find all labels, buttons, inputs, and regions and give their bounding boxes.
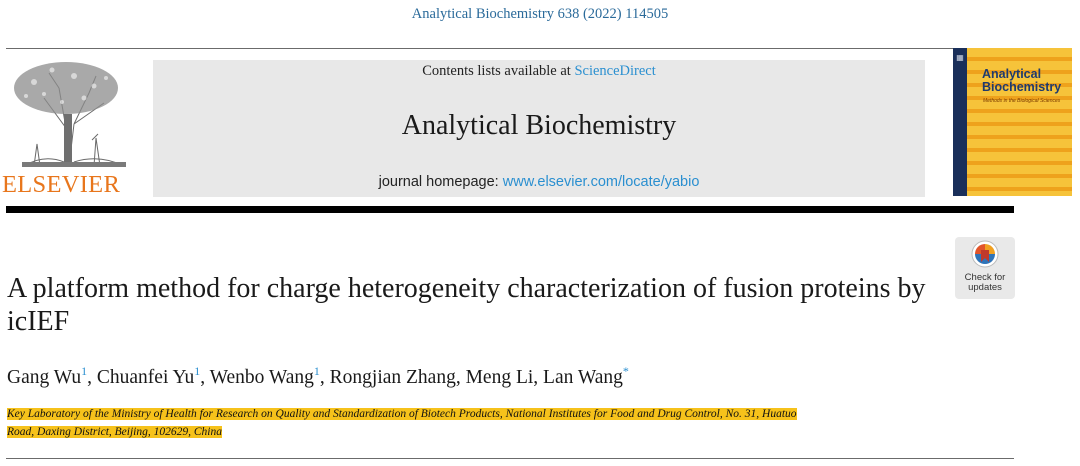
cover-subtitle: Methods in the Biological Sciences: [983, 98, 1061, 104]
cover-title-line2: Biochemistry: [982, 80, 1062, 94]
author-name[interactable]: Gang Wu: [7, 367, 82, 388]
cover-title-line1: Analytical: [982, 67, 1042, 81]
homepage-prefix: journal homepage:: [378, 174, 499, 190]
article-title: A platform method for charge heterogenei…: [7, 273, 926, 337]
check-for-updates-badge[interactable]: Check for updates: [955, 237, 1015, 299]
journal-cover-thumbnail[interactable]: ▦ Analytical Biochemistry Methods in the…: [953, 48, 1072, 196]
cover-publisher-icon: ▦: [956, 53, 964, 62]
journal-name: Analytical Biochemistry: [401, 110, 677, 141]
author-list: Gang Wu1, Chuanfei Yu1, Wenbo Wang1, Ron…: [7, 364, 629, 389]
contents-line: Contents lists available at ScienceDirec…: [153, 63, 925, 80]
elsevier-tree-logo: [4, 58, 134, 198]
author-separator: ,: [200, 367, 210, 388]
author-mark[interactable]: 1: [194, 364, 201, 378]
author-mark[interactable]: 1: [81, 364, 88, 378]
author-name[interactable]: Lan Wang: [543, 367, 623, 388]
author-name[interactable]: Rongjian Zhang: [329, 367, 456, 388]
author-name[interactable]: Meng Li: [465, 367, 534, 388]
author-separator: ,: [455, 367, 466, 388]
bottom-divider: [6, 458, 1014, 459]
contents-prefix: Contents lists available at: [422, 63, 571, 79]
author-name[interactable]: Wenbo Wang: [209, 367, 314, 388]
cover-title: Analytical Biochemistry: [982, 68, 1061, 94]
tree-icon: [14, 62, 126, 167]
author-separator: ,: [87, 367, 97, 388]
author-name[interactable]: Chuanfei Yu: [96, 367, 195, 388]
badge-line1: Check for: [964, 272, 1006, 283]
author-separator: ,: [319, 367, 330, 388]
author-mark[interactable]: 1: [313, 364, 320, 378]
badge-line2: updates: [968, 282, 1002, 293]
journal-banner: Contents lists available at ScienceDirec…: [153, 60, 925, 197]
sciencedirect-link[interactable]: ScienceDirect: [574, 63, 656, 79]
affiliation-line1: Key Laboratory of the Ministry of Health…: [7, 408, 797, 420]
header-thick-divider: [6, 206, 1014, 213]
cover-side-strip: [953, 48, 967, 196]
affiliation-line2: Road, Daxing District, Beijing, 102629, …: [7, 426, 222, 438]
top-divider: [6, 48, 1014, 49]
journal-citation: Analytical Biochemistry 638 (2022) 11450…: [411, 6, 669, 22]
homepage-line: journal homepage: www.elsevier.com/locat…: [153, 174, 925, 190]
affiliation: Key Laboratory of the Ministry of Health…: [7, 405, 937, 441]
corresponding-author-mark[interactable]: *: [622, 364, 629, 378]
check-for-updates-label: Check for updates: [955, 273, 1015, 293]
author-separator: ,: [533, 367, 544, 388]
homepage-link[interactable]: www.elsevier.com/locate/yabio: [502, 174, 700, 190]
check-for-updates-icon: [971, 240, 999, 268]
elsevier-wordmark: ELSEVIER: [2, 171, 121, 198]
